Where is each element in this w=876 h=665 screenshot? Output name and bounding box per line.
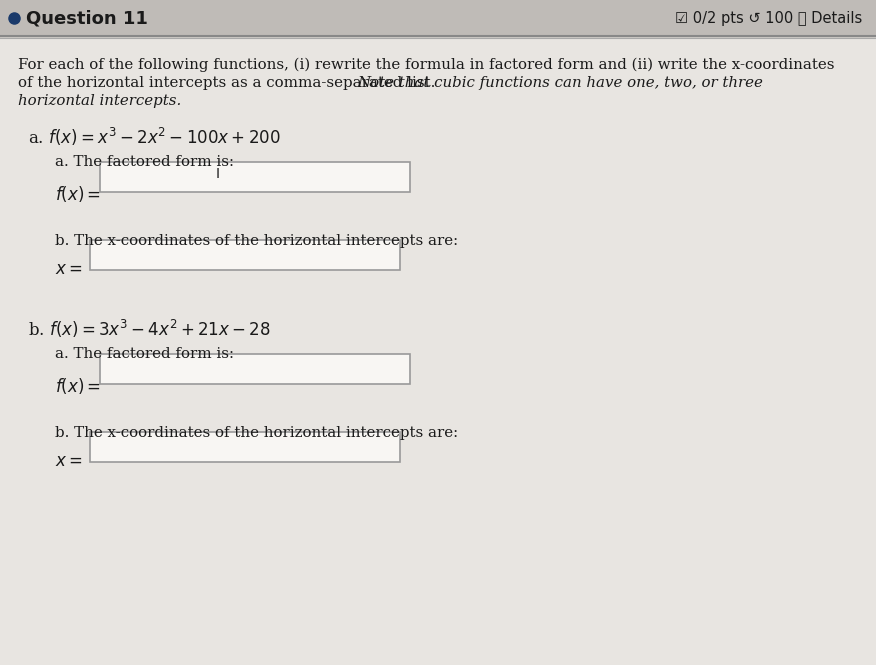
Bar (90, 432, 400, 462)
Text: of the horizontal intercepts as a comma-separated list.: of the horizontal intercepts as a comma-… (18, 76, 440, 90)
Text: a. $f(x) = x^3 - 2x^2 - 100x + 200$: a. $f(x) = x^3 - 2x^2 - 100x + 200$ (28, 126, 280, 148)
Text: I: I (215, 166, 220, 180)
Text: $f(x) =$: $f(x) =$ (55, 376, 101, 396)
Bar (0, 0, 876, 36)
Text: Question 11: Question 11 (26, 9, 148, 27)
Bar (90, 239, 400, 269)
Text: Note that cubic functions can have one, two, or three: Note that cubic functions can have one, … (357, 76, 763, 90)
Text: b. The x-coordinates of the horizontal intercepts are:: b. The x-coordinates of the horizontal i… (55, 426, 458, 440)
Bar (100, 162, 410, 192)
Text: horizontal intercepts.: horizontal intercepts. (18, 94, 181, 108)
Bar (100, 354, 410, 384)
Text: a. The factored form is:: a. The factored form is: (55, 156, 234, 170)
Text: $x =$: $x =$ (55, 454, 82, 471)
Text: a. The factored form is:: a. The factored form is: (55, 348, 234, 362)
Text: $x =$: $x =$ (55, 261, 82, 279)
Text: $f(x) =$: $f(x) =$ (55, 184, 101, 203)
Text: b. The x-coordinates of the horizontal intercepts are:: b. The x-coordinates of the horizontal i… (55, 233, 458, 247)
Text: b. $f(x) = 3x^3 - 4x^2 + 21x - 28$: b. $f(x) = 3x^3 - 4x^2 + 21x - 28$ (28, 317, 271, 340)
Text: For each of the following functions, (i) rewrite the formula in factored form an: For each of the following functions, (i)… (18, 57, 835, 72)
Text: ☑ 0/2 pts ↺ 100 ⓘ Details: ☑ 0/2 pts ↺ 100 ⓘ Details (675, 11, 862, 25)
